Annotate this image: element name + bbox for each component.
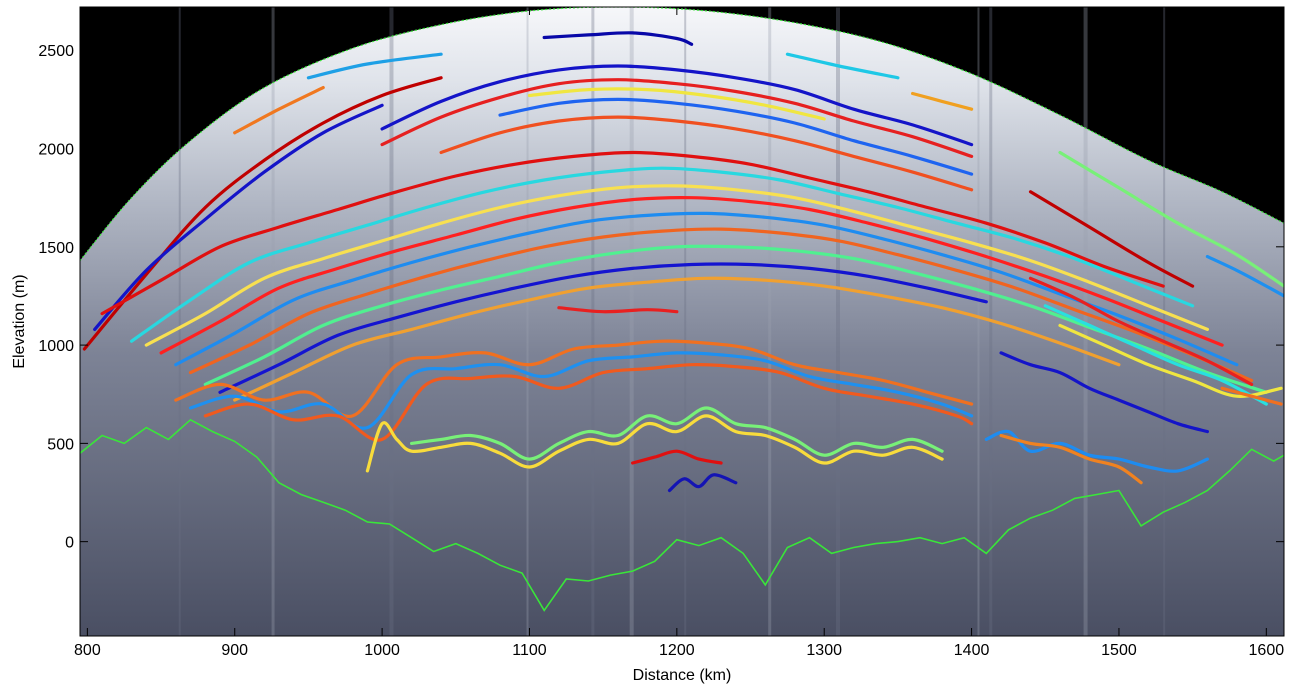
layer-trace [410, 406, 944, 461]
y-tick-label: 1500 [38, 240, 74, 257]
x-tick-label: 1100 [512, 642, 547, 659]
axes: 800 900 1000 1100 1200 1300 1400 1500 1600 0 500 10… [38, 7, 1284, 659]
layer-trace [188, 227, 1254, 383]
radar-stripe [684, 7, 687, 636]
radar-stripe [271, 7, 275, 636]
radar-stripe [178, 7, 181, 636]
radar-stripe [768, 7, 772, 636]
layer-trace [667, 473, 738, 493]
layer-trace [1028, 190, 1195, 288]
radar-stripe [629, 7, 634, 636]
layer-trace [130, 166, 1195, 343]
surface-trace [80, 7, 1284, 261]
layer-trace [542, 31, 694, 46]
layer-trace [365, 414, 944, 473]
layer-trace [380, 64, 974, 147]
x-axis-label: Distance (km) [633, 667, 732, 684]
plot-frame [79, 6, 1285, 637]
layer-trace [631, 449, 723, 465]
y-tick-label: 500 [47, 436, 74, 453]
layer-trace [1220, 386, 1283, 406]
radar-stripe [836, 7, 840, 636]
layer-trace [785, 52, 900, 80]
layer-trace [203, 244, 1268, 394]
layer-trace [233, 86, 325, 135]
layer-trace [999, 433, 1143, 485]
layer-trace [439, 115, 974, 192]
layer-trace [174, 211, 1239, 367]
radar-stripe [1083, 7, 1088, 636]
sky-region [80, 7, 1284, 261]
bed-trace [80, 418, 1284, 612]
x-tick-label: 1200 [659, 642, 695, 659]
layer-trace [100, 150, 1165, 316]
layer-trace [1058, 323, 1283, 398]
layer-trace [1043, 304, 1268, 406]
layer-trace [188, 351, 974, 430]
layer-trace [380, 78, 974, 158]
y-tick-label: 2000 [38, 142, 74, 159]
layer-trace [174, 339, 974, 418]
radar-stripe [977, 7, 980, 636]
layer-trace [527, 87, 826, 121]
layer-trace [159, 196, 1224, 355]
layer-trace [233, 276, 1121, 402]
layer-trace [498, 97, 974, 176]
layer-trace [1058, 150, 1284, 288]
x-tick-label: 1400 [954, 642, 990, 659]
x-tick-label: 1000 [364, 642, 400, 659]
layer-trace [999, 351, 1209, 434]
x-tick-label: 1500 [1101, 642, 1137, 659]
layer-trace [1028, 276, 1254, 386]
y-tick-label: 1000 [38, 338, 74, 355]
layer-trace [306, 52, 443, 80]
y-axis-label: Elevation (m) [11, 274, 28, 368]
layer-trace [203, 363, 974, 442]
layer-trace [82, 76, 443, 351]
layer-trace [557, 306, 679, 314]
radar-stripe [591, 7, 595, 636]
x-tick-label: 800 [74, 642, 101, 659]
layer-trace [984, 429, 1209, 473]
y-tick-label: 2500 [38, 43, 74, 60]
y-tick-label: 0 [65, 535, 74, 552]
x-tick-label: 900 [221, 642, 248, 659]
radar-stripe [389, 7, 394, 636]
layer-trace [911, 91, 974, 111]
layer-trace [144, 184, 1209, 347]
x-tick-label: 1600 [1249, 642, 1285, 659]
layer-trace [1205, 255, 1284, 298]
x-tick-label: 1300 [806, 642, 842, 659]
traced-layers [82, 31, 1284, 493]
radar-stripe [526, 7, 529, 636]
layer-trace [93, 103, 384, 331]
layer-trace [218, 262, 988, 394]
ice-region [80, 7, 1284, 636]
